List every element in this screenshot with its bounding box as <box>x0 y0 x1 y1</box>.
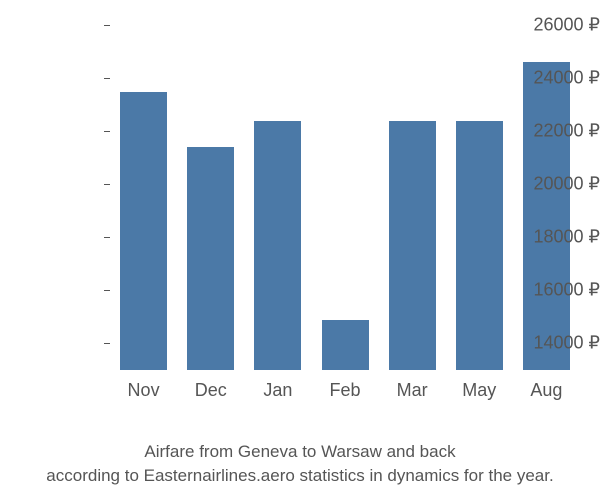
y-tick-mark <box>104 290 110 291</box>
y-tick-label: 24000 ₽ <box>504 68 600 89</box>
x-tick-label-nov: Nov <box>128 380 160 401</box>
y-tick-mark <box>104 237 110 238</box>
bar-aug <box>523 62 570 370</box>
airfare-bar-chart: 14000 ₽ 16000 ₽ 18000 ₽ 20000 ₽ 22000 ₽ 24000… <box>0 0 600 500</box>
caption-line-1: Airfare from Geneva to Warsaw and back <box>144 442 455 461</box>
y-tick-mark <box>104 184 110 185</box>
bar-dec <box>187 147 234 370</box>
y-tick-label: 26000 ₽ <box>504 15 600 36</box>
bar-feb <box>322 320 369 370</box>
y-tick-mark <box>104 25 110 26</box>
y-tick-mark <box>104 343 110 344</box>
bar-nov <box>120 92 167 370</box>
x-tick-label-feb: Feb <box>329 380 360 401</box>
bar-may <box>456 121 503 370</box>
x-tick-label-dec: Dec <box>195 380 227 401</box>
y-tick-label: 22000 ₽ <box>504 121 600 142</box>
chart-caption: Airfare from Geneva to Warsaw and back a… <box>0 440 600 488</box>
x-tick-label-mar: Mar <box>397 380 428 401</box>
y-tick-label: 18000 ₽ <box>504 227 600 248</box>
x-tick-label-may: May <box>462 380 496 401</box>
x-tick-label-aug: Aug <box>530 380 562 401</box>
y-tick-label: 16000 ₽ <box>504 280 600 301</box>
x-tick-label-jan: Jan <box>263 380 292 401</box>
y-tick-mark <box>104 78 110 79</box>
bar-mar <box>389 121 436 370</box>
y-tick-mark <box>104 131 110 132</box>
y-tick-label: 14000 ₽ <box>504 333 600 354</box>
bar-jan <box>254 121 301 370</box>
caption-line-2: according to Easternairlines.aero statis… <box>46 466 553 485</box>
y-tick-label: 20000 ₽ <box>504 174 600 195</box>
